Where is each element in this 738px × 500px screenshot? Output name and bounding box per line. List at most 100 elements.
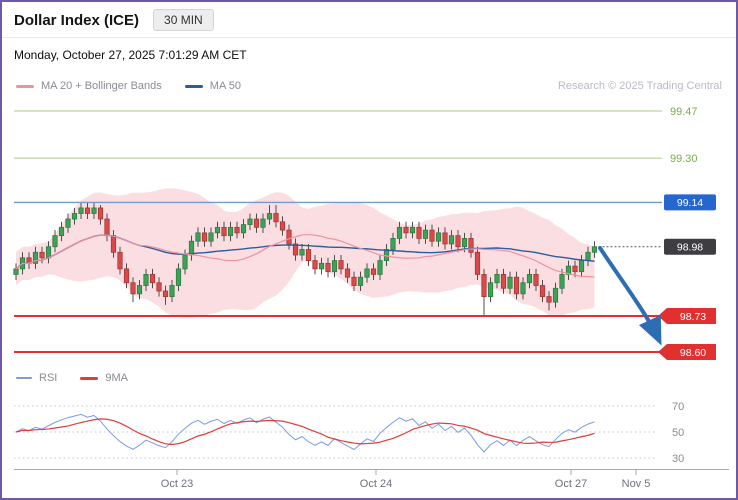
candle-body	[468, 238, 474, 253]
candle-body	[565, 265, 572, 275]
rsi-ma-line	[15, 418, 595, 446]
rsi-legend: RSI 9MA	[16, 372, 144, 384]
candle-body	[455, 235, 461, 248]
ma20-legend-label: MA 20 + Bollinger Bands	[41, 80, 162, 92]
ma50-swatch-icon	[184, 84, 203, 88]
candle-body	[175, 268, 182, 286]
candle-body	[266, 213, 273, 220]
candle-body	[409, 226, 416, 234]
candle-body	[539, 285, 546, 297]
candle-body	[65, 218, 71, 228]
candle-body	[292, 243, 299, 256]
forecast-arrow	[598, 246, 662, 346]
candle-body	[312, 260, 318, 270]
price-level-98-73: 98.73	[14, 307, 716, 324]
candle-body	[318, 262, 325, 270]
candle-body	[357, 276, 364, 286]
rsi-axis-label-30: 30	[672, 453, 684, 465]
rsi-axis-label-50: 50	[672, 427, 684, 439]
candle-body	[279, 221, 286, 231]
report-datetime: Monday, October 27, 2025 7:01:29 AM CET	[14, 48, 247, 62]
price-tag-label: 98.98	[677, 242, 703, 254]
candle-body	[507, 276, 513, 289]
candle-body	[234, 226, 240, 234]
candle-body	[39, 251, 45, 259]
candle-body	[591, 246, 598, 253]
candle-body	[117, 251, 123, 270]
candle-body	[247, 218, 253, 225]
page-title: Dollar Index (ICE)	[14, 11, 140, 29]
rsi-chart: 70 50 30	[14, 401, 684, 465]
candle-body	[526, 274, 533, 284]
candle-body	[52, 235, 58, 248]
price-tag	[658, 343, 716, 360]
candle-body	[338, 260, 344, 270]
candle-body	[110, 235, 117, 253]
candle-body	[578, 260, 585, 273]
candle-body	[195, 232, 201, 242]
candle-body	[305, 249, 312, 261]
candle-body	[390, 238, 396, 250]
price-level-98-60: 98.60	[14, 343, 716, 360]
candle-body	[208, 232, 214, 242]
ma20-line	[15, 233, 595, 278]
candle-body	[240, 224, 247, 234]
rsi-ma-legend-label: 9MA	[105, 372, 128, 384]
axis-label-oct27: Oct 27	[555, 478, 587, 490]
candle-body	[546, 296, 552, 303]
candle-body	[71, 213, 78, 220]
candle-body	[416, 226, 422, 239]
candle-body	[403, 226, 409, 234]
rsi-plot	[14, 405, 657, 459]
rsi-line	[15, 413, 595, 453]
price-tag	[664, 238, 716, 255]
candle-body	[58, 226, 65, 237]
candle-body	[45, 246, 52, 259]
candle-body	[201, 232, 208, 242]
axis-label-oct24: Oct 24	[360, 478, 392, 490]
rsi-legend-label: RSI	[39, 372, 58, 384]
candle-body	[13, 268, 19, 275]
price-level-label: 99.30	[670, 153, 698, 165]
candle-body	[474, 251, 481, 275]
rsi-axis-label-70: 70	[672, 401, 684, 413]
candle-body	[149, 274, 156, 284]
rsi-legend-row: RSI 9MA	[2, 366, 736, 384]
candle-body	[331, 260, 338, 273]
candle-body	[182, 254, 188, 270]
candle-body	[299, 249, 305, 256]
candle-body	[97, 207, 104, 220]
price-tag-label: 98.60	[680, 347, 706, 359]
candle-body	[286, 229, 292, 245]
price-tag-label: 98.73	[680, 311, 706, 323]
candle-body	[156, 282, 162, 292]
candle-body	[260, 218, 266, 228]
rsi-ma-swatch-icon	[80, 376, 99, 380]
candle-body	[435, 232, 442, 242]
candle-body	[585, 251, 591, 261]
time-axis: Oct 23 Oct 24 Oct 27 Nov 5	[14, 469, 729, 490]
price-tag-label: 99.14	[677, 197, 703, 209]
candle-body	[448, 235, 455, 245]
copyright-text: Research © 2025 Trading Central	[557, 80, 722, 92]
candle-body	[91, 207, 97, 214]
price-tag	[664, 194, 716, 211]
price-level-99-30: 99.30	[14, 153, 698, 165]
price-level-label: 99.47	[670, 106, 698, 118]
price-tag	[658, 307, 716, 324]
candle-body	[344, 268, 351, 278]
candle-body	[351, 276, 357, 286]
candle-body	[169, 285, 175, 297]
candle-body	[214, 226, 221, 234]
axis-label-nov5: Nov 5	[622, 478, 651, 490]
candle-body	[136, 285, 143, 295]
candle-body	[481, 274, 487, 297]
candle-body	[429, 229, 435, 242]
candle-body	[442, 232, 448, 245]
axis-label-oct23: Oct 23	[161, 478, 193, 490]
candle-body	[487, 282, 494, 297]
candlestick-series	[13, 202, 598, 316]
candle-body	[221, 226, 227, 237]
time-axis-base	[14, 469, 729, 475]
